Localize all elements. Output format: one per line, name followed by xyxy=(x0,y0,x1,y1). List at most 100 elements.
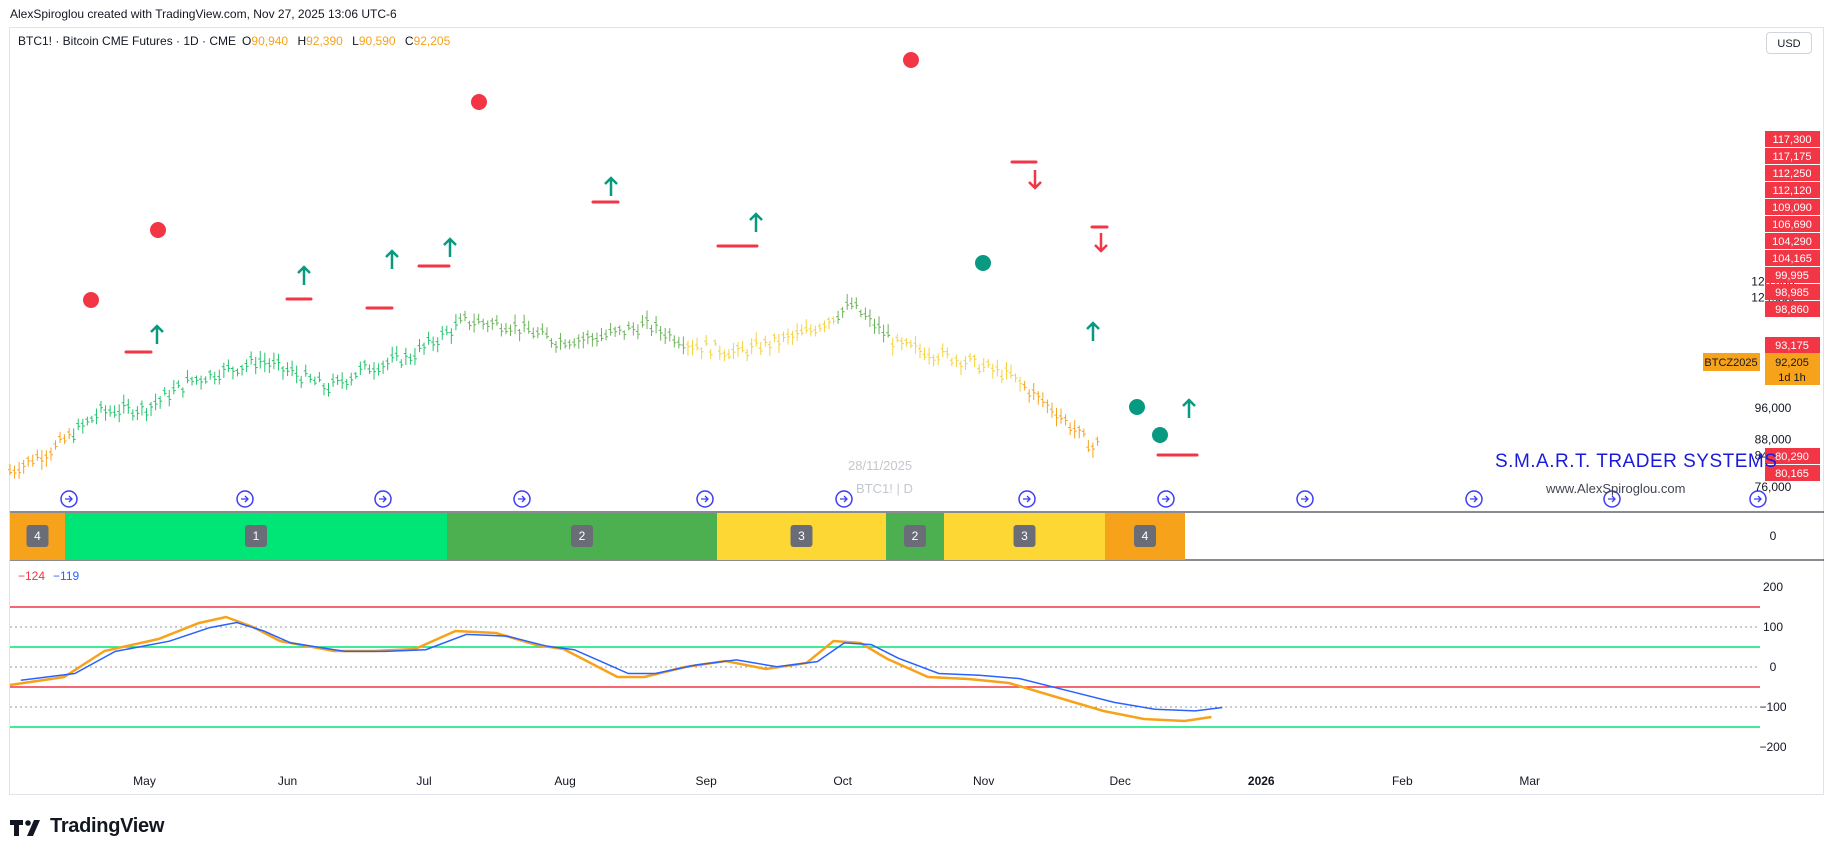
tradingview-logo[interactable]: TradingView xyxy=(10,815,164,838)
open-label: O xyxy=(242,34,252,48)
osc-tick-label: 0 xyxy=(1770,660,1777,674)
open-value: 90,940 xyxy=(251,34,289,48)
brand-title: S.M.A.R.T. TRADER SYSTEMS xyxy=(1495,451,1778,472)
price-label: 112,120 xyxy=(1773,185,1812,197)
cycle-icon xyxy=(513,490,531,508)
price-label-box xyxy=(1765,267,1820,283)
high-value: 92,390 xyxy=(306,34,343,48)
watermark-date: 28/11/2025 xyxy=(848,458,913,473)
price-label-box xyxy=(1765,250,1820,266)
close-label: C xyxy=(404,34,414,48)
price-label: 80,165 xyxy=(1775,468,1809,480)
phase-badge xyxy=(245,525,267,547)
cycle-icon xyxy=(374,490,392,508)
price-tick-label: 88,000 xyxy=(1755,433,1792,447)
phase-axis-label: 0 xyxy=(1770,529,1777,543)
up-arrow xyxy=(1086,321,1100,341)
price-label-box xyxy=(1765,233,1820,249)
sell-dot xyxy=(83,292,99,308)
x-axis-label: Nov xyxy=(973,774,994,788)
chart-frame xyxy=(9,27,1824,795)
price-label: 117,300 xyxy=(1773,134,1812,146)
price-tick-label: 76,000 xyxy=(1755,480,1792,494)
phase-badge-label: 3 xyxy=(798,529,805,543)
indicator-legend: −124 −119 xyxy=(18,569,79,583)
price-label-box xyxy=(1765,284,1820,300)
candles-layer xyxy=(8,293,1100,479)
cycle-icon-arrow xyxy=(379,495,387,503)
high-label: H xyxy=(297,34,307,48)
x-axis-label: Sep xyxy=(695,774,717,788)
current-price-label: 92,205 xyxy=(1775,357,1809,369)
phase-badge xyxy=(904,525,926,547)
down-arrow xyxy=(1028,170,1042,190)
cycle-icon-arrow xyxy=(241,495,249,503)
up-arrow xyxy=(385,249,399,269)
price-label-box xyxy=(1765,301,1820,317)
buy-dot xyxy=(975,255,991,271)
price-tick-label: 96,000 xyxy=(1755,401,1792,415)
oscillator-pane: 200 100 0 −100 −200 xyxy=(9,580,1787,754)
x-axis-label: Aug xyxy=(554,774,575,788)
cycle-icon xyxy=(696,490,714,508)
osc-tick-label: 100 xyxy=(1763,620,1783,634)
cycle-icon xyxy=(1749,490,1767,508)
current-price-countdown: 1d 1h xyxy=(1778,372,1806,384)
osc-tick-label: 200 xyxy=(1763,580,1783,594)
cycle-icon xyxy=(1157,490,1175,508)
phase-badge xyxy=(1134,525,1156,547)
cycle-icon-arrow xyxy=(1023,495,1031,503)
cycle-icon-arrow xyxy=(1301,495,1309,503)
price-label: 98,985 xyxy=(1775,287,1809,299)
cycle-icon xyxy=(1603,490,1621,508)
phase-badge-label: 2 xyxy=(579,529,586,543)
cycle-icon-arrow xyxy=(840,495,848,503)
price-label: 104,290 xyxy=(1772,236,1812,248)
osc-slow-line xyxy=(20,621,1223,712)
x-axis-label: Dec xyxy=(1110,774,1131,788)
close-value: 92,205 xyxy=(413,34,451,48)
cycle-icon xyxy=(1465,490,1483,508)
x-axis-label: 2026 xyxy=(1248,774,1275,788)
currency-button[interactable]: USD xyxy=(1766,32,1812,54)
cycle-icon-arrow xyxy=(65,495,73,503)
cycle-icon-arrow xyxy=(1162,495,1170,503)
tradingview-logo-icon xyxy=(10,819,40,836)
price-label: 117,175 xyxy=(1773,151,1812,163)
cycle-icon-arrow xyxy=(1754,495,1762,503)
up-arrow xyxy=(604,176,618,196)
phase-badge-label: 2 xyxy=(912,529,919,543)
price-label-box xyxy=(1765,216,1820,232)
osc-tick-label: −100 xyxy=(1759,700,1786,714)
up-arrow xyxy=(297,265,311,285)
up-arrow xyxy=(1182,398,1196,418)
sell-dot xyxy=(471,94,487,110)
axes-layer: May Jun Jul Aug Sep Oct Nov Dec 2026 Feb Mar 76,000… xyxy=(133,131,1820,788)
symbol-name: BTC1! · Bitcoin CME Futures · 1D · CME xyxy=(18,34,237,48)
price-label: 98,860 xyxy=(1775,304,1809,316)
buy-dot xyxy=(1129,399,1145,415)
brand-website: www.AlexSpiroglou.com xyxy=(1546,481,1686,496)
price-label-box xyxy=(1765,165,1820,181)
buy-dot xyxy=(1152,427,1168,443)
phase-badge xyxy=(1013,525,1036,547)
price-label-box xyxy=(1765,448,1820,464)
current-price-box xyxy=(1765,353,1820,385)
x-axis-label: Mar xyxy=(1519,774,1540,788)
x-axis-label: Feb xyxy=(1392,774,1413,788)
price-label: 112,250 xyxy=(1773,168,1812,180)
cycle-icon-arrow xyxy=(1608,495,1616,503)
sell-dot xyxy=(903,52,919,68)
price-label: 80,290 xyxy=(1775,451,1809,463)
x-axis-label: May xyxy=(133,774,156,788)
attribution-text: AlexSpiroglou created with TradingView.c… xyxy=(10,7,397,21)
indicator-value-b: −119 xyxy=(53,569,80,583)
cycle-icon xyxy=(1296,490,1314,508)
price-label-box xyxy=(1765,337,1820,353)
cycle-icon-arrow xyxy=(701,495,709,503)
phase-badge-label: 4 xyxy=(34,529,41,543)
cycle-icon-arrow xyxy=(518,495,526,503)
phase-badge-label: 3 xyxy=(1021,529,1028,543)
price-label: 93,175 xyxy=(1775,340,1809,352)
